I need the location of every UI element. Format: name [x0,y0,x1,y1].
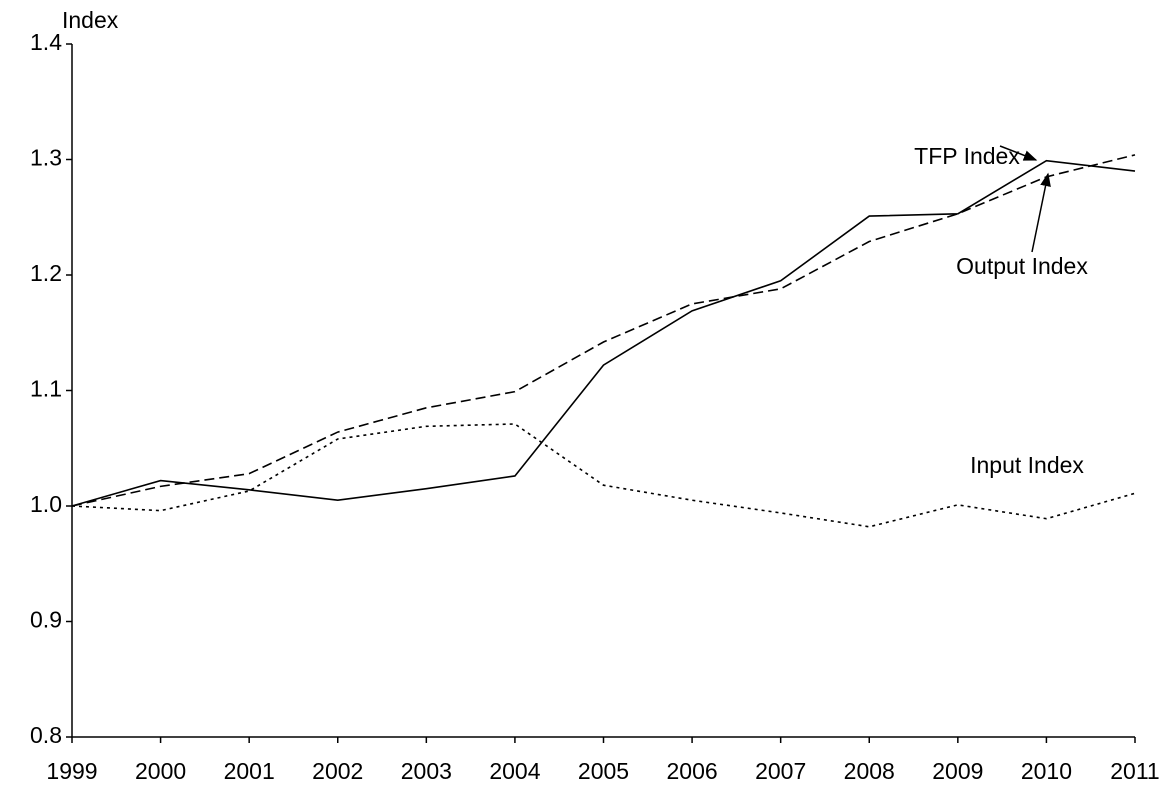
series-annotation: Input Index [970,452,1084,478]
annotation-arrow [999,145,1038,161]
x-tick-label: 2008 [844,758,895,784]
x-tick-label: 2007 [755,758,806,784]
y-tick-label: 0.9 [30,607,62,633]
y-tick-label: 1.4 [30,29,62,55]
x-tick-label: 2004 [489,758,540,784]
x-tick-label: 2009 [932,758,983,784]
series-line [71,423,1136,528]
y-axis-label: Index [62,7,119,33]
x-tick-label: 2005 [578,758,629,784]
y-tick-label: 0.8 [30,722,62,748]
annotation-arrow [1031,172,1051,253]
y-tick-label: 1.1 [30,376,62,402]
x-tick-label: 2011 [1110,758,1159,784]
y-tick-label: 1.3 [30,145,62,171]
x-tick-label: 2001 [224,758,275,784]
series-line [71,159,1136,507]
x-tick-label: 2002 [312,758,363,784]
series-annotation: Output Index [956,253,1088,279]
y-tick-label: 1.2 [30,260,62,286]
series-line [71,154,1136,507]
x-tick-label: 2010 [1021,758,1072,784]
x-tick-label: 2003 [401,758,452,784]
x-tick-label: 1999 [46,758,97,784]
x-tick-label: 2000 [135,758,186,784]
x-tick-label: 2006 [666,758,717,784]
y-tick-label: 1.0 [30,491,62,517]
